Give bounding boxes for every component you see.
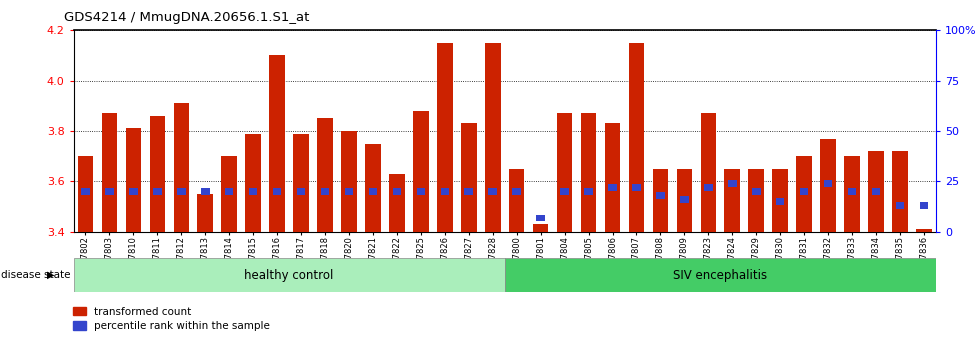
- Bar: [653, 169, 668, 232]
- Bar: [153, 188, 162, 195]
- Bar: [752, 188, 760, 195]
- Bar: [868, 151, 884, 232]
- Bar: [676, 169, 692, 232]
- Bar: [533, 224, 549, 232]
- Bar: [848, 188, 857, 195]
- Bar: [341, 131, 357, 232]
- Bar: [749, 169, 764, 232]
- Bar: [657, 192, 664, 199]
- Bar: [797, 156, 811, 232]
- Bar: [509, 169, 524, 232]
- Bar: [150, 116, 165, 232]
- Bar: [916, 229, 932, 232]
- Bar: [581, 113, 596, 232]
- Bar: [800, 188, 808, 195]
- Bar: [270, 55, 285, 232]
- Text: GDS4214 / MmugDNA.20656.1.S1_at: GDS4214 / MmugDNA.20656.1.S1_at: [64, 11, 309, 24]
- Bar: [249, 188, 258, 195]
- Legend: transformed count, percentile rank within the sample: transformed count, percentile rank withi…: [69, 303, 274, 335]
- Bar: [557, 113, 572, 232]
- Bar: [892, 151, 907, 232]
- Bar: [318, 118, 333, 232]
- Bar: [461, 124, 476, 232]
- Text: SIV encephalitis: SIV encephalitis: [673, 269, 767, 282]
- Bar: [105, 188, 114, 195]
- Bar: [173, 103, 189, 232]
- Bar: [129, 188, 137, 195]
- Bar: [197, 194, 213, 232]
- Bar: [297, 188, 306, 195]
- Bar: [102, 113, 118, 232]
- Text: ▶: ▶: [47, 270, 55, 280]
- Bar: [632, 184, 641, 191]
- Bar: [320, 188, 329, 195]
- Bar: [584, 188, 593, 195]
- Bar: [413, 111, 428, 232]
- Bar: [125, 129, 141, 232]
- Bar: [728, 180, 737, 187]
- Bar: [437, 43, 453, 232]
- Bar: [872, 188, 880, 195]
- Bar: [488, 188, 497, 195]
- Text: healthy control: healthy control: [244, 269, 334, 282]
- Bar: [465, 188, 473, 195]
- Bar: [225, 188, 233, 195]
- Bar: [896, 202, 905, 209]
- Bar: [201, 188, 210, 195]
- Bar: [177, 188, 185, 195]
- Bar: [628, 43, 644, 232]
- Bar: [345, 188, 353, 195]
- Bar: [245, 133, 261, 232]
- Bar: [441, 188, 449, 195]
- Bar: [221, 156, 237, 232]
- Bar: [820, 138, 836, 232]
- Bar: [724, 169, 740, 232]
- Bar: [772, 169, 788, 232]
- Bar: [366, 144, 380, 232]
- Bar: [485, 43, 501, 232]
- Bar: [605, 124, 620, 232]
- Bar: [74, 258, 505, 292]
- Bar: [609, 184, 616, 191]
- Bar: [536, 215, 545, 221]
- Bar: [368, 188, 377, 195]
- Bar: [505, 258, 936, 292]
- Bar: [293, 133, 309, 232]
- Bar: [844, 156, 859, 232]
- Bar: [824, 180, 832, 187]
- Bar: [680, 196, 689, 203]
- Text: disease state: disease state: [1, 270, 71, 280]
- Bar: [389, 174, 405, 232]
- Bar: [704, 184, 712, 191]
- Bar: [513, 188, 521, 195]
- Bar: [561, 188, 568, 195]
- Bar: [416, 188, 425, 195]
- Bar: [776, 199, 784, 205]
- Bar: [701, 113, 716, 232]
- Bar: [919, 202, 928, 209]
- Bar: [393, 188, 401, 195]
- Bar: [77, 156, 93, 232]
- Bar: [272, 188, 281, 195]
- Bar: [81, 188, 90, 195]
